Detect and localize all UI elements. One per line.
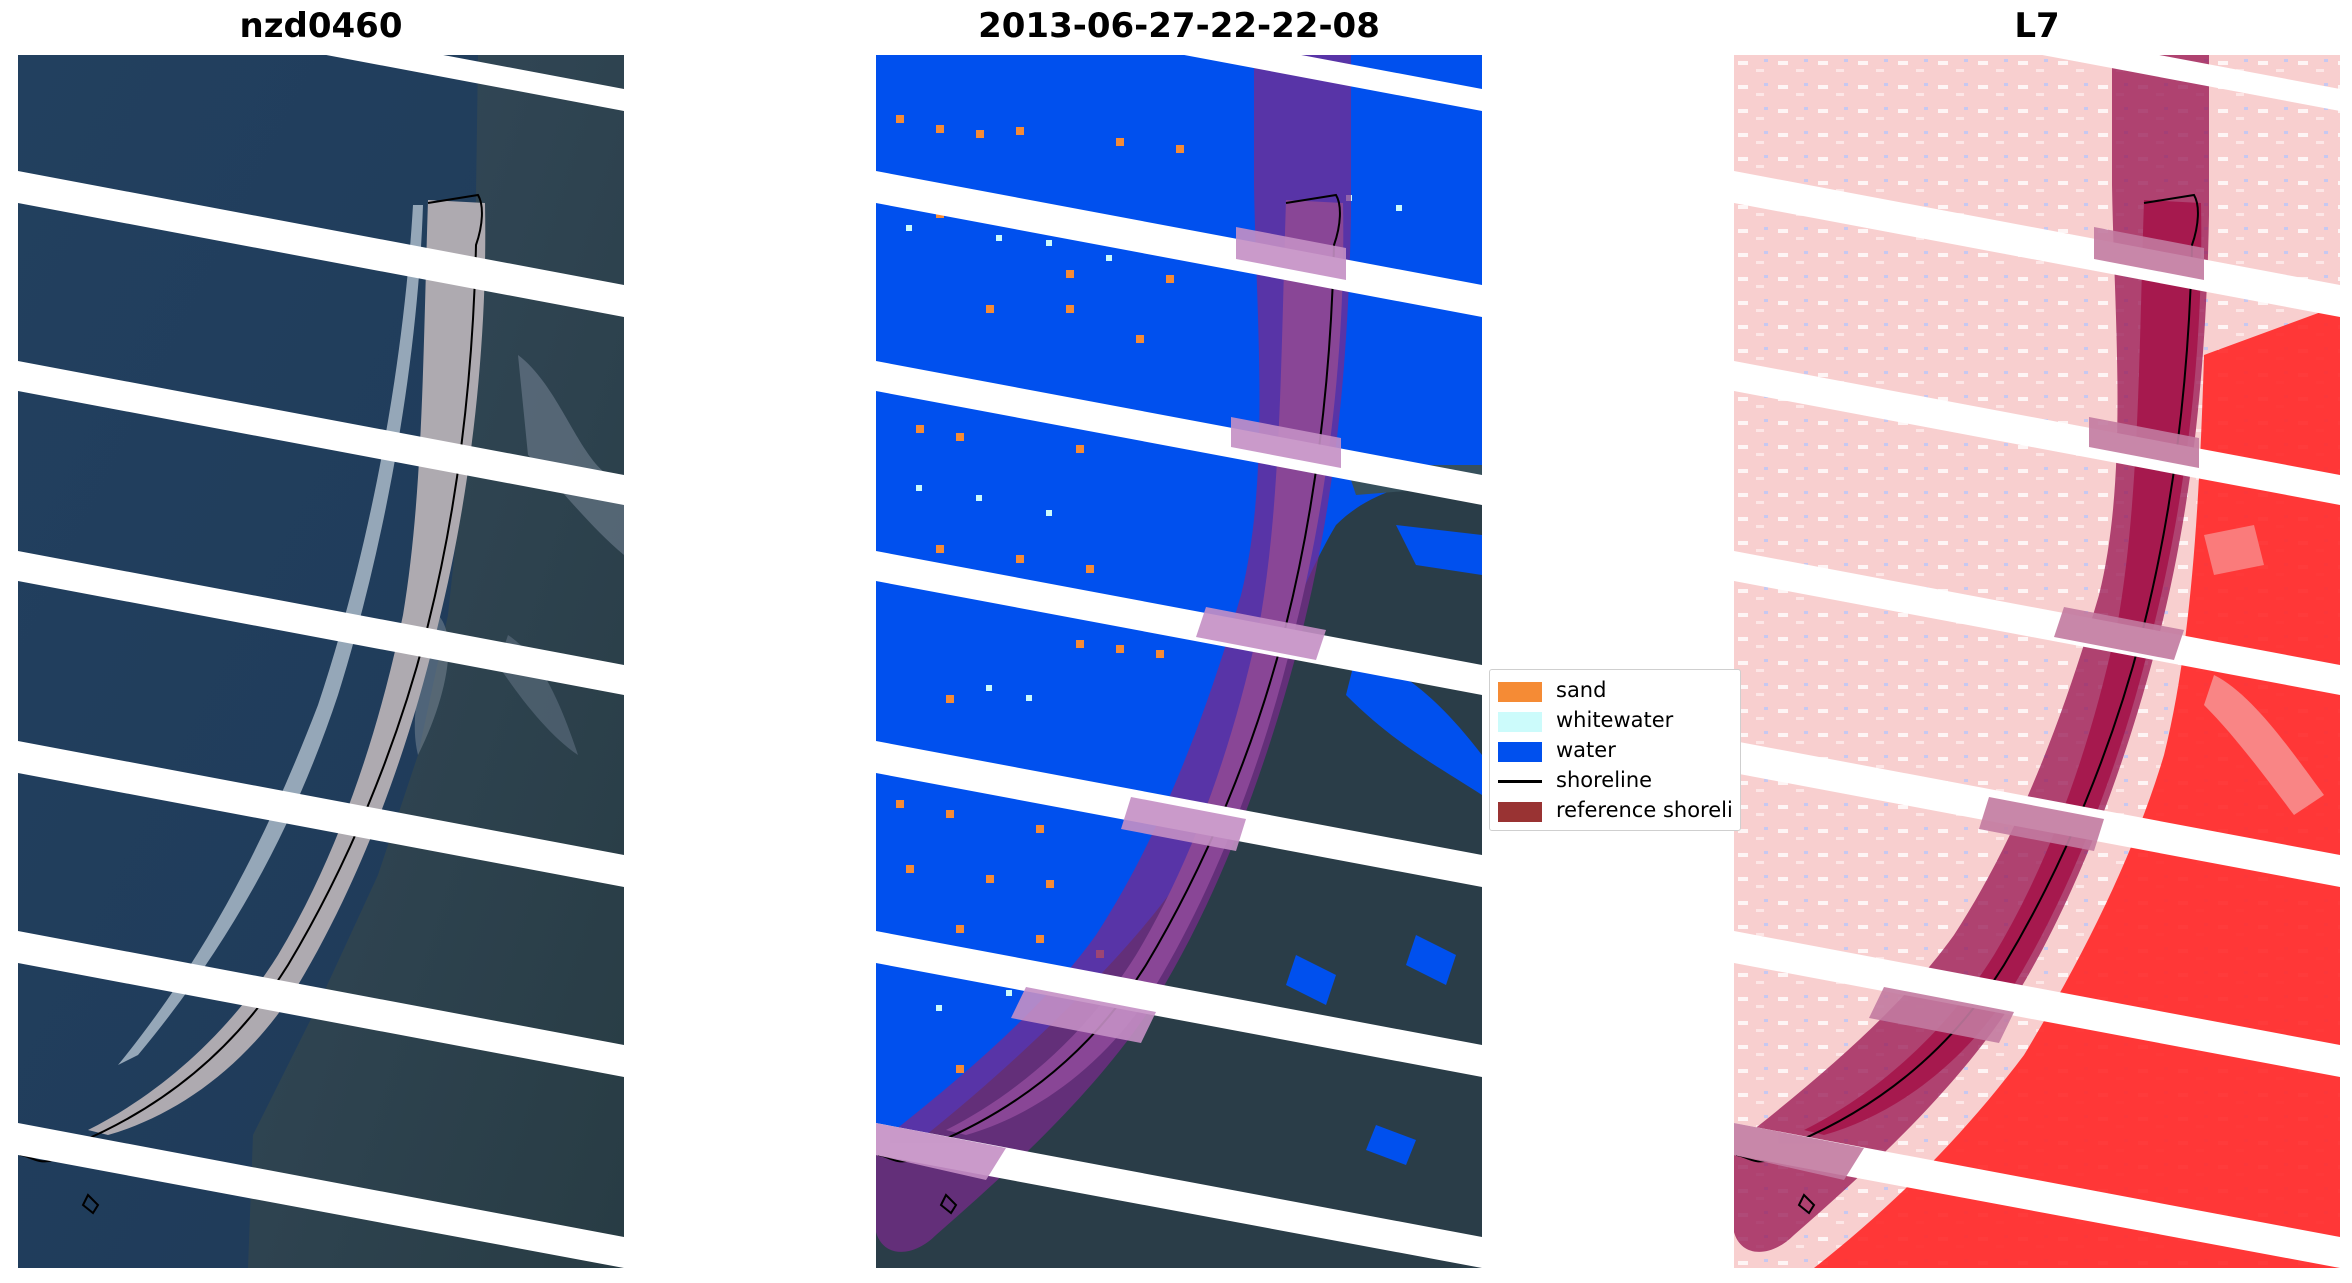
legend-label-whitewater: whitewater (1556, 708, 1674, 732)
slc-gap-stripes (18, 55, 624, 1268)
sand-class-dots (896, 115, 1184, 1073)
legend-swatch-whitewater (1498, 712, 1542, 732)
legend-label-reference-shoreline: reference shoreli (1556, 798, 1733, 822)
index-image-panel (1734, 55, 2340, 1268)
middle-panel-title: 2013-06-27-22-22-08 (978, 6, 1380, 46)
classified-image-panel (876, 55, 1482, 1268)
legend-label-water: water (1556, 738, 1616, 762)
legend: sand whitewater water shoreline referenc… (1489, 669, 1741, 831)
left-panel-title: nzd0460 (239, 6, 403, 46)
sand-spit (88, 200, 486, 1135)
rgb-image-panel (18, 55, 624, 1268)
legend-label-sand: sand (1556, 678, 1607, 702)
legend-swatch-water (1498, 742, 1542, 762)
legend-swatch-sand (1498, 682, 1542, 702)
legend-swatch-reference-shoreline (1498, 802, 1542, 822)
land-area (248, 55, 624, 1268)
legend-label-shoreline: shoreline (1556, 768, 1653, 792)
legend-swatch-shoreline (1498, 780, 1542, 783)
estuary-water-patches (1286, 525, 1482, 1165)
right-panel-title: L7 (2014, 6, 2060, 46)
